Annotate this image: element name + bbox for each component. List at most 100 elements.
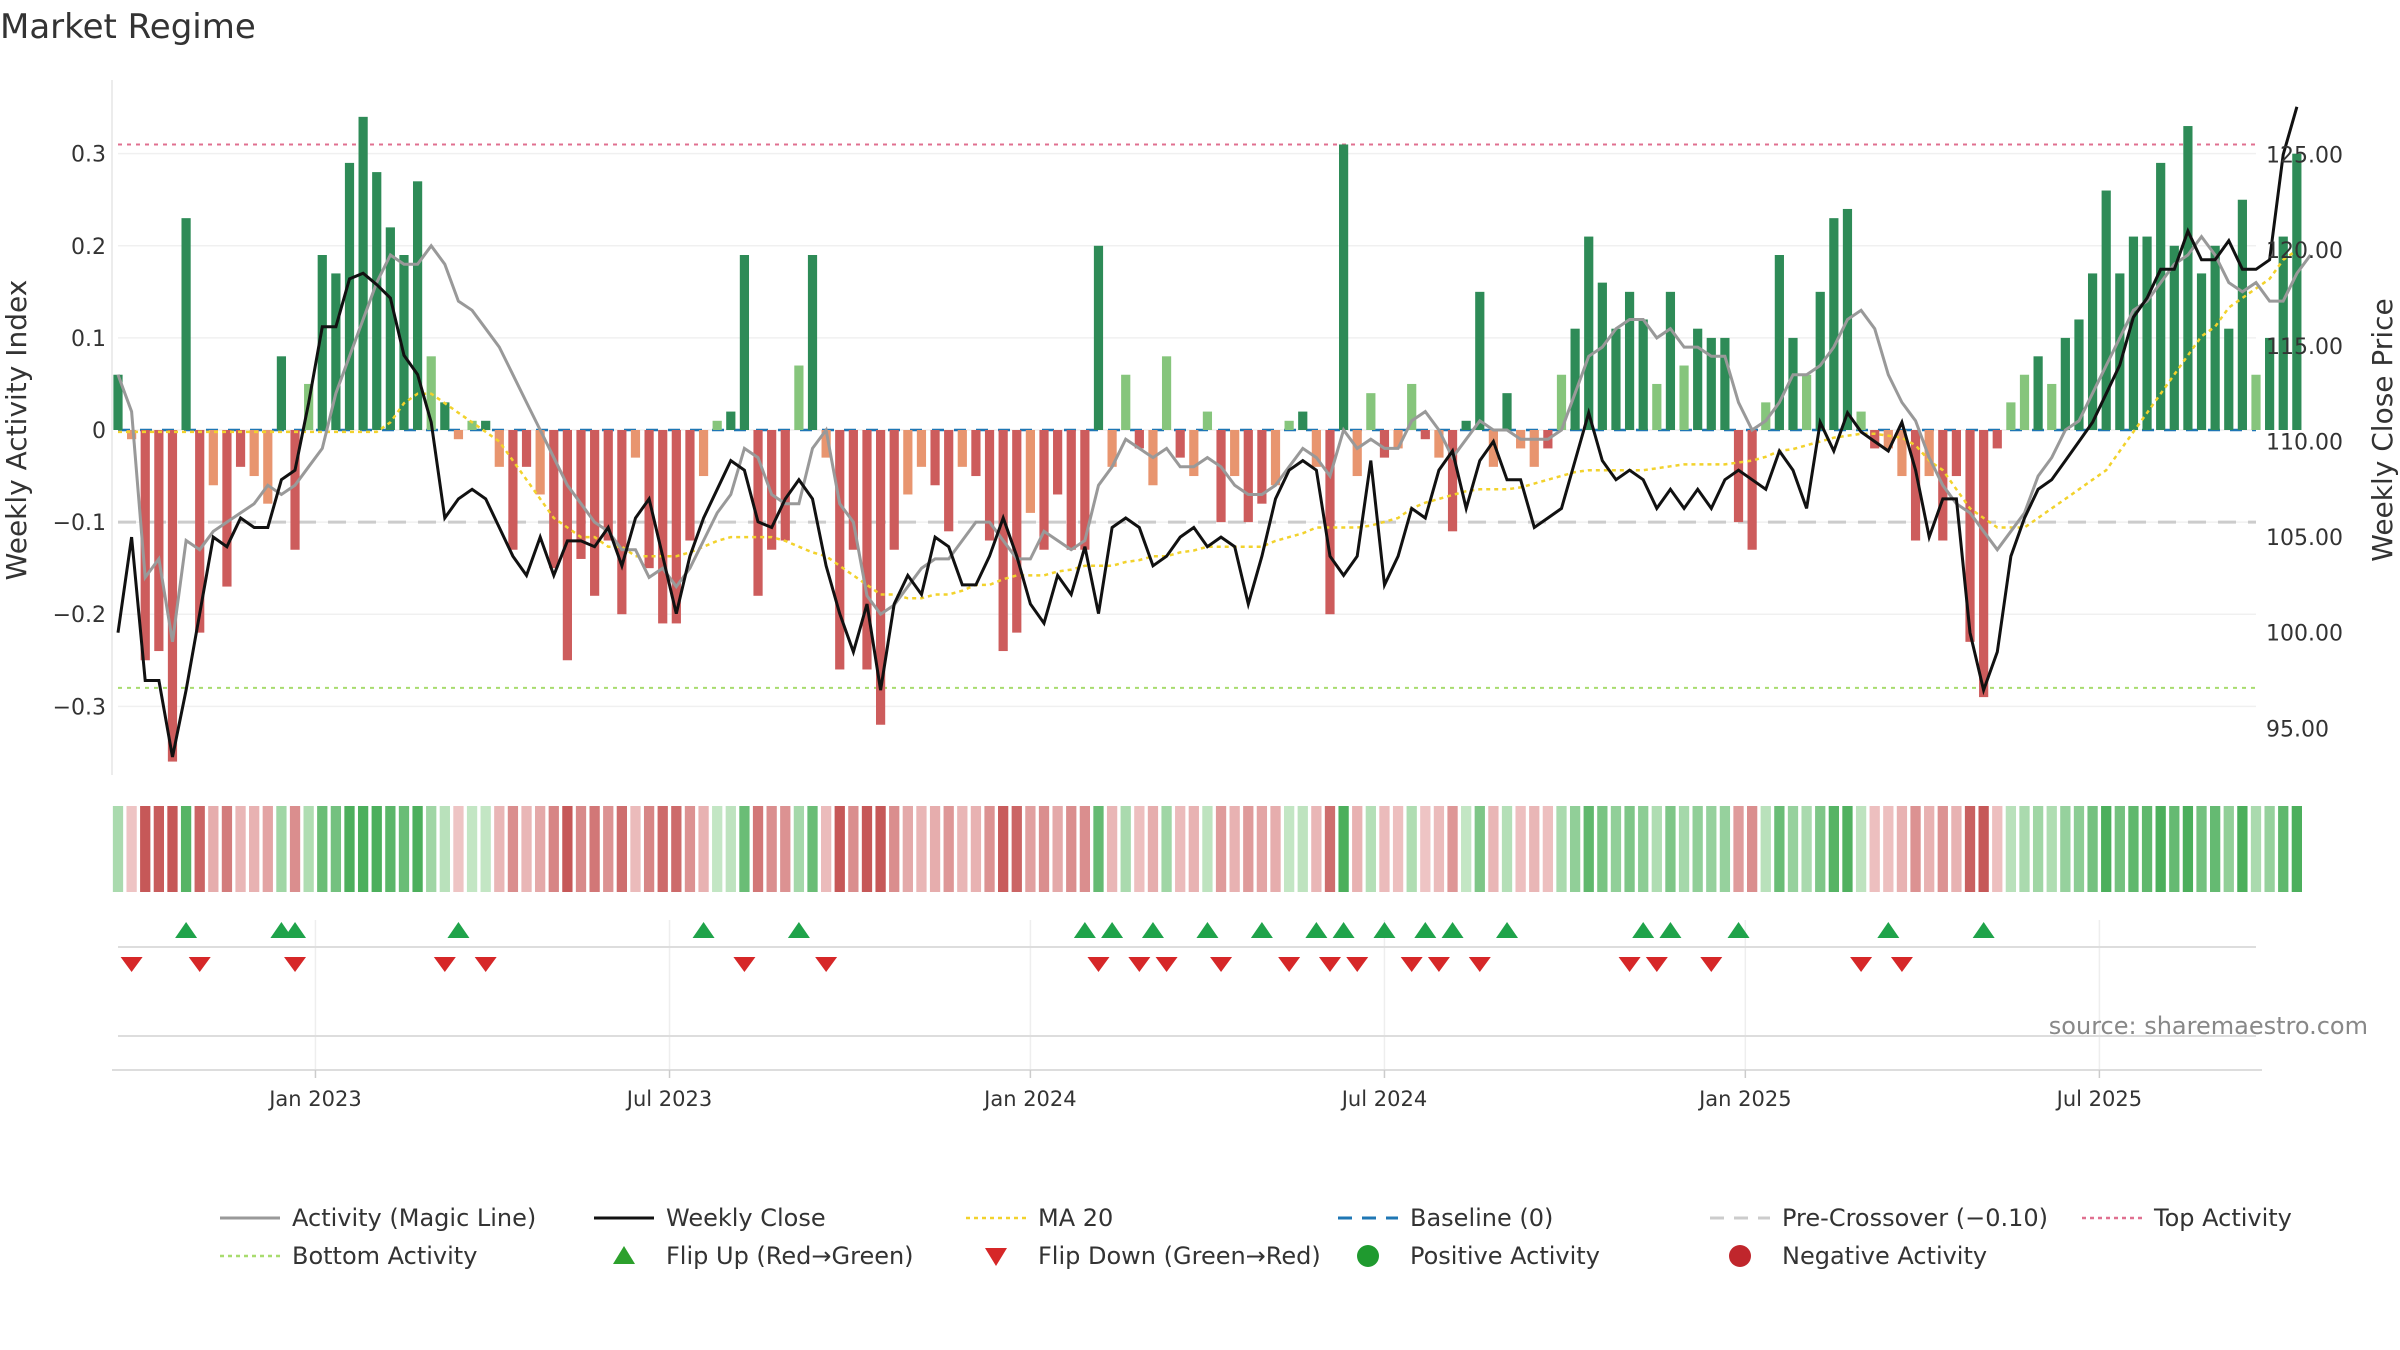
regime-strip-cell	[1066, 806, 1077, 892]
activity-bar	[2169, 245, 2179, 430]
flip-down-marker	[1400, 957, 1423, 972]
activity-bar	[1230, 430, 1240, 477]
regime-strip-cell	[875, 806, 886, 892]
activity-bar	[331, 273, 341, 430]
regime-strip-cell	[589, 806, 600, 892]
flip-markers-panel	[118, 922, 2256, 972]
regime-strip-cell	[957, 806, 968, 892]
legend-label: MA 20	[1038, 1204, 1113, 1232]
flip-up-marker	[1101, 922, 1124, 938]
activity-bar	[2006, 402, 2016, 430]
activity-bar	[1979, 430, 1989, 698]
regime-heat-strip	[112, 806, 2302, 892]
regime-strip-cell	[752, 806, 764, 892]
regime-strip-cell	[439, 806, 450, 892]
flip-down-marker	[1155, 957, 1178, 972]
activity-bar	[222, 430, 232, 587]
activity-bar	[1284, 420, 1294, 430]
activity-bar	[113, 374, 123, 430]
regime-strip-cell	[2141, 806, 2153, 892]
regime-strip-cell	[208, 806, 219, 892]
activity-bar	[1461, 420, 1471, 430]
regime-strip-cell	[1474, 806, 1485, 892]
regime-strip-cell	[1161, 806, 1172, 892]
activity-bar	[2224, 328, 2234, 430]
activity-bar	[154, 430, 164, 652]
reference-lines	[118, 143, 2256, 689]
y-axis-label-left: Weekly Activity Index	[0, 280, 33, 581]
activity-bar	[1093, 245, 1104, 430]
regime-strip-cell	[1542, 806, 1554, 892]
activity-bar	[835, 430, 845, 670]
activity-bar	[481, 420, 491, 430]
flip-down-marker	[433, 957, 456, 972]
activity-bar	[1053, 430, 1063, 495]
regime-strip-cell	[1093, 806, 1104, 892]
activity-bar	[1733, 430, 1744, 523]
activity-bar	[2128, 236, 2139, 430]
activity-bar	[2115, 273, 2125, 430]
regime-strip-cell	[834, 806, 845, 892]
date-tick-label: Jan 2025	[1697, 1087, 1792, 1111]
legend-label: Activity (Magic Line)	[292, 1204, 536, 1232]
regime-strip-cell	[1106, 806, 1118, 892]
y-tick-right: 105.00	[2266, 526, 2343, 551]
flip-up-marker	[1632, 922, 1655, 938]
activity-bar	[903, 430, 913, 495]
regime-strip-cell	[1447, 806, 1458, 892]
activity-bar	[862, 430, 872, 670]
activity-bar	[1393, 430, 1403, 449]
activity-bar	[562, 430, 572, 661]
activity-bar	[1325, 430, 1335, 615]
activity-bar	[1243, 430, 1253, 523]
flip-down-marker	[120, 957, 143, 972]
regime-strip-cell	[1256, 806, 1268, 892]
activity-bar	[821, 430, 831, 458]
regime-strip-cell	[1324, 806, 1336, 892]
activity-bar	[1951, 430, 1962, 477]
activity-bar	[671, 430, 681, 624]
legend-label: Positive Activity	[1410, 1242, 1600, 1270]
flip-up-marker	[1972, 922, 1995, 938]
flip-down-marker	[1850, 957, 1873, 972]
regime-strip-cell	[371, 806, 382, 892]
activity-bar	[1897, 430, 1907, 477]
activity-bar	[181, 218, 191, 430]
regime-strip-cell	[1706, 806, 1717, 892]
regime-strip-cell	[1910, 806, 1921, 892]
regime-strip-cell	[126, 806, 137, 892]
bottom-panel	[112, 1035, 2262, 1071]
activity-bar	[726, 411, 736, 430]
regime-strip-cell	[657, 806, 668, 892]
activity-bar	[535, 430, 545, 495]
activity-bar	[1529, 430, 1539, 467]
activity-bar	[1706, 337, 1716, 430]
regime-strip-cell	[2073, 806, 2085, 892]
flip-up-marker	[1877, 922, 1900, 938]
regime-strip-cell	[398, 806, 410, 892]
regime-strip-cell	[1978, 806, 1989, 892]
activity-bar	[1815, 291, 1825, 430]
grid-layer	[111, 80, 2256, 1070]
regime-strip-cell	[902, 806, 913, 892]
regime-strip-cell	[1079, 806, 1091, 892]
flip-up-marker	[1496, 922, 1519, 938]
activity-bar	[1584, 236, 1594, 430]
regime-strip-cell	[603, 806, 614, 892]
y-tick-right: 115.00	[2266, 335, 2343, 360]
flip-up-marker	[1332, 922, 1355, 938]
activity-bar	[1883, 430, 1893, 449]
date-tick-label: Jul 2023	[625, 1087, 712, 1111]
regime-strip-cell	[1610, 806, 1622, 892]
regime-strip-cell	[1896, 806, 1908, 892]
activity-bar	[1720, 337, 1730, 430]
activity-bar	[1298, 411, 1308, 430]
regime-strip-cell	[1842, 806, 1853, 892]
legend-item: Baseline (0)	[1338, 1204, 1553, 1232]
regime-strip-cell	[1651, 806, 1662, 892]
y-tick-right: 110.00	[2266, 430, 2343, 455]
activity-bar	[658, 430, 668, 624]
regime-strip-cell	[221, 806, 233, 892]
regime-strip-cell	[480, 806, 491, 892]
